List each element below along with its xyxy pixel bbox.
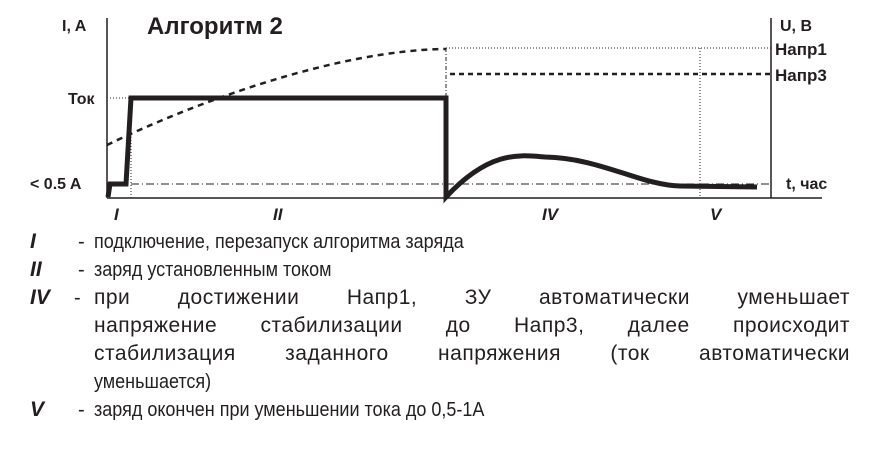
legend-item-ii: II - заряд установленным током xyxy=(30,256,860,284)
legend-dash: - xyxy=(74,287,81,309)
legend-text: заряд установленным током xyxy=(94,259,332,281)
legend-text: уменьшается) xyxy=(94,371,212,393)
legend: I - подключение, перезапуск алгоритма за… xyxy=(30,228,860,424)
legend-text: подключение, перезапуск алгоритма заряда xyxy=(94,231,464,253)
legend-dash: - xyxy=(78,399,85,421)
legend-num: IV xyxy=(30,286,50,309)
legend-text: напряжение стабилизации до Напр3, далее … xyxy=(94,314,850,337)
low-current-label: < 0.5 A xyxy=(30,176,82,193)
legend-text: при достижении Напр1, ЗУ автоматически у… xyxy=(94,286,850,309)
legend-text: заряд окончен при уменьшении тока до 0,5… xyxy=(94,399,485,421)
legend-item-i: I - подключение, перезапуск алгоритма за… xyxy=(30,228,860,256)
left-axis-label: I, A xyxy=(62,18,87,35)
current-curve xyxy=(105,95,758,204)
stage-label-ii: II xyxy=(273,205,284,224)
legend-num: II xyxy=(30,258,42,281)
current-level-label: Ток xyxy=(68,91,96,108)
charging-diagram: Алгоритм 2 I, A U, B Напр1 Напр3 Ток < 0… xyxy=(30,13,827,224)
legend-item-iv: IV - при достижении Напр1, ЗУ автоматиче… xyxy=(30,284,860,312)
time-axis-label: t, час xyxy=(786,176,827,193)
diagram-title: Алгоритм 2 xyxy=(147,13,283,40)
right-axis-label: U, B xyxy=(780,18,812,35)
legend-item-iv-cont: стабилизация заданного напряжения (ток а… xyxy=(30,340,860,368)
legend-item-iv-cont: уменьшается) xyxy=(30,368,860,396)
stage-label-v: V xyxy=(710,205,723,224)
voltage1-label: Напр1 xyxy=(775,40,827,59)
stage-label-i: I xyxy=(114,205,120,224)
legend-num: V xyxy=(30,398,45,421)
voltage-curve xyxy=(106,47,447,147)
legend-item-v: V - заряд окончен при уменьшении тока до… xyxy=(30,396,860,424)
legend-num: I xyxy=(30,230,36,253)
stage-label-iv: IV xyxy=(542,205,560,224)
legend-item-iv-cont: напряжение стабилизации до Напр3, далее … xyxy=(30,312,860,340)
legend-text: стабилизация заданного напряжения (ток а… xyxy=(94,342,850,365)
legend-dash: - xyxy=(78,231,85,253)
legend-dash: - xyxy=(78,259,85,281)
voltage3-label: Напр3 xyxy=(775,66,827,85)
